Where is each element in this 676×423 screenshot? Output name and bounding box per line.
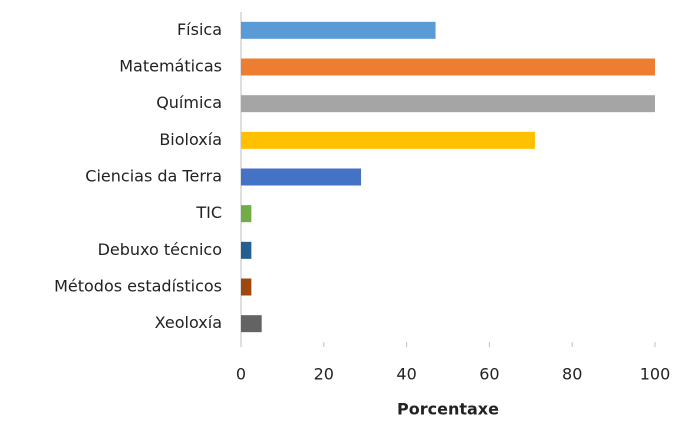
y-tick-label: Matemáticas <box>119 57 222 76</box>
y-tick-label: Métodos estadísticos <box>54 277 222 296</box>
x-tick-label: 20 <box>314 365 334 384</box>
y-tick-label: TIC <box>195 203 222 222</box>
bar <box>241 168 362 186</box>
bar <box>241 205 252 223</box>
bar <box>241 95 655 113</box>
x-tick-label: 100 <box>640 365 671 384</box>
y-tick-label: Xeoloxía <box>155 313 222 332</box>
y-tick-label: Química <box>156 93 222 112</box>
bar <box>241 131 535 149</box>
x-axis-title: Porcentaxe <box>397 400 499 419</box>
x-tick-label: 80 <box>562 365 582 384</box>
x-tick-label: 40 <box>396 365 416 384</box>
x-tick-label: 0 <box>236 365 246 384</box>
bar <box>241 58 655 76</box>
y-tick-label: Debuxo técnico <box>98 240 222 259</box>
x-tick-label: 60 <box>479 365 499 384</box>
y-tick-label: Bioloxía <box>159 130 222 149</box>
y-tick-label: Física <box>177 20 222 39</box>
bar <box>241 278 252 296</box>
bar <box>241 315 262 333</box>
bar <box>241 21 436 39</box>
y-tick-label: Ciencias da Terra <box>85 167 222 186</box>
bar <box>241 241 252 259</box>
